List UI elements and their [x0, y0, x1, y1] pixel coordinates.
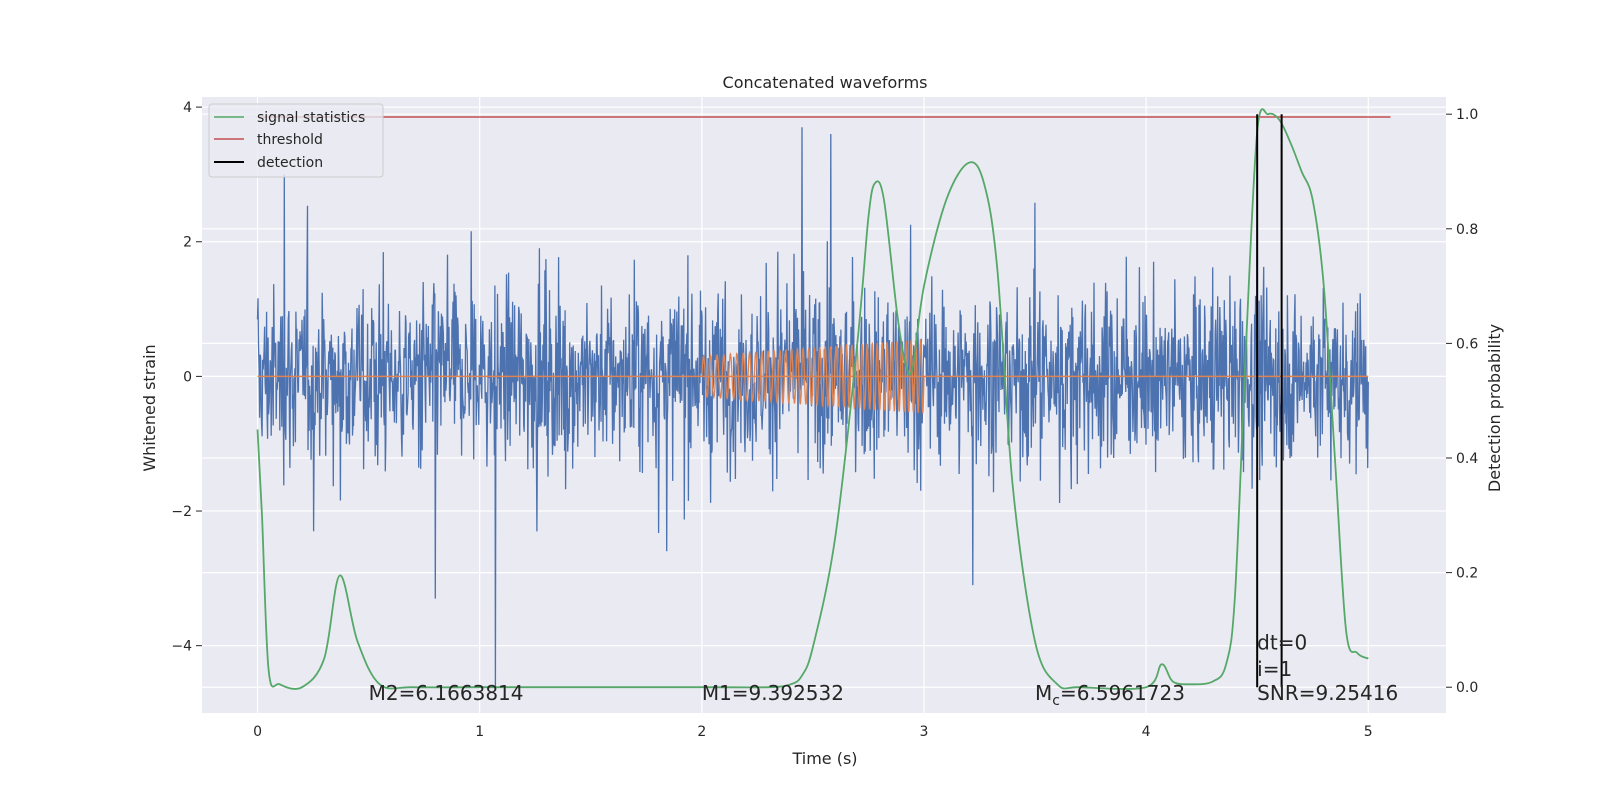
- y-tick-label: 0: [183, 369, 192, 385]
- legend-label-detection: detection: [257, 155, 323, 171]
- x-axis-label: Time (s): [791, 749, 857, 768]
- y-right-tick-label: 0.8: [1456, 222, 1478, 238]
- y-tick-label: −4: [171, 639, 192, 655]
- y-right-tick-label: 0.2: [1456, 566, 1478, 582]
- annotation-text: dt=0: [1257, 630, 1307, 654]
- x-tick-label: 1: [475, 724, 484, 740]
- signal-statistics-series: [256, 108, 1369, 690]
- axis-ticks: 0 1 2 3 4 5 −4 −2 0 2 4 0.0 0.2 0.4 0.6 0.8 1.0: [171, 100, 1478, 740]
- legend-label-threshold: threshold: [257, 132, 323, 148]
- x-tick-label: 4: [1142, 724, 1151, 740]
- x-tick-label: 2: [697, 724, 706, 740]
- annotation-text: M1=9.392532: [702, 681, 844, 705]
- y-axis-label-left: Whitened strain: [140, 344, 159, 471]
- y-tick-label: 2: [183, 235, 192, 251]
- x-tick-label: 5: [1364, 724, 1373, 740]
- y-right-tick-label: 1.0: [1456, 107, 1478, 123]
- y-tick-label: 4: [183, 100, 192, 116]
- annotations: M2=6.1663814 M1=9.392532 Mc=6.5961723 dt=0 i…: [369, 630, 1399, 708]
- legend-label-signal-statistics: signal statistics: [257, 110, 365, 126]
- strain-series: [256, 127, 1369, 690]
- chart-title: Concatenated waveforms: [723, 73, 928, 92]
- y-right-tick-label: 0.4: [1456, 451, 1478, 467]
- x-tick-label: 0: [253, 724, 262, 740]
- annotation-text: i=1: [1257, 657, 1292, 681]
- legend: signal statistics threshold detection: [208, 103, 384, 178]
- annotation-text: M2=6.1663814: [369, 681, 524, 705]
- x-tick-label: 3: [920, 724, 929, 740]
- template-series: [257, 339, 1369, 414]
- y-axis-label-right: Detection probability: [1485, 324, 1504, 492]
- plot-content: [256, 108, 1391, 690]
- template-line: [701, 339, 925, 414]
- strain-line: [256, 127, 1369, 690]
- y-right-tick-label: 0.6: [1456, 336, 1478, 352]
- detection-series: [1256, 114, 1283, 688]
- annotation-text: Mc=6.5961723: [1035, 681, 1185, 709]
- y-tick-label: −2: [171, 504, 192, 520]
- legend-box: [208, 103, 384, 178]
- y-right-tick-label: 0.0: [1456, 680, 1478, 696]
- annotation-text: SNR=9.25416: [1257, 681, 1398, 705]
- signal-statistics-line: [256, 108, 1369, 690]
